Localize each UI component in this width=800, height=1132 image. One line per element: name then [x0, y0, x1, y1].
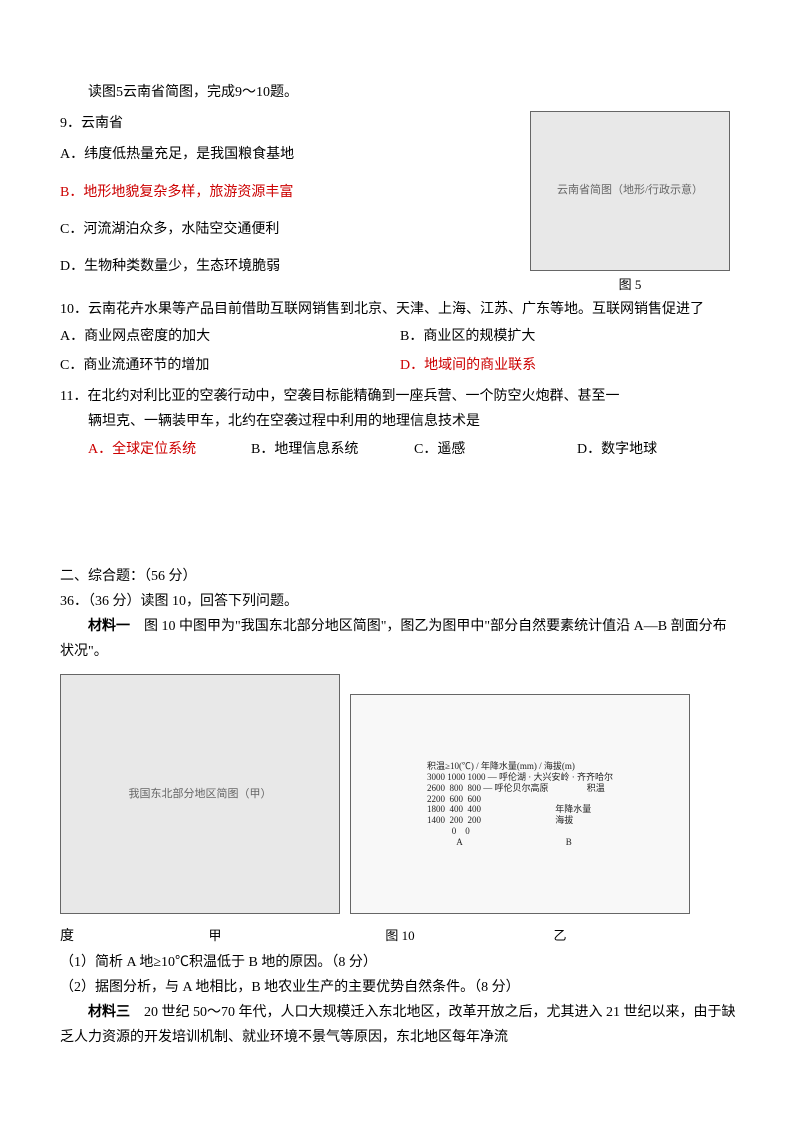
q11-option-b: B．地理信息系统	[251, 435, 414, 464]
q10-title: 10．云南花卉水果等产品目前借助互联网销售到北京、天津、上海、江苏、广东等地。互…	[60, 297, 740, 322]
section2-title: 二、综合题：（56 分）	[60, 564, 740, 589]
du-char: 度	[60, 924, 90, 949]
q10-option-d: D．地域间的商业联系	[400, 351, 740, 380]
figure-yi-caption: 乙	[460, 924, 660, 949]
section2: 二、综合题：（56 分） 36．（36 分）读图 10，回答下列问题。 材料一 …	[60, 564, 740, 1051]
figure-jia-wrapper: 我国东北部分地区简图（甲）	[60, 674, 340, 914]
q9-block: 9．云南省 A．纬度低热量充足，是我国粮食基地 B．地形地貌复杂多样，旅游资源丰…	[60, 111, 740, 296]
figure10-row: 我国东北部分地区简图（甲） 积温≥10(℃) / 年降水量(mm) / 海拔(m…	[60, 674, 740, 914]
q11-line1: 11．在北约对利比亚的空袭行动中，空袭目标能精确到一座兵营、一个防空火炮群、甚至…	[60, 384, 740, 409]
q9-title: 9．云南省	[60, 111, 520, 136]
q10-option-a: A．商业网点密度的加大	[60, 322, 400, 351]
figure-jia-caption: 甲	[90, 924, 340, 949]
material1: 材料一 图 10 中图甲为"我国东北部分地区简图"，图乙为图甲中"部分自然要素统…	[60, 614, 740, 664]
figure5-label: 图 5	[520, 273, 740, 296]
q11-options: A．全球定位系统 B．地理信息系统 C．遥感 D．数字地球	[60, 435, 740, 464]
figure5-column: 云南省简图（地形/行政示意） 图 5	[520, 111, 740, 296]
q36-sub2: （2）据图分析，与 A 地相比，B 地农业生产的主要优势自然条件。（8 分）	[60, 975, 740, 1000]
q10-option-b: B．商业区的规模扩大	[400, 322, 740, 351]
material3-text: 20 世纪 50～70 年代，人口大规模迁入东北地区，改革开放之后，尤其进入 2…	[60, 1005, 736, 1045]
q11-line2: 辆坦克、一辆装甲车，北约在空袭过程中利用的地理信息技术是	[60, 409, 740, 434]
figure5-map: 云南省简图（地形/行政示意）	[530, 111, 730, 271]
q9-text-column: 9．云南省 A．纬度低热量充足，是我国粮食基地 B．地形地貌复杂多样，旅游资源丰…	[60, 111, 520, 285]
figure10-captions: 度 甲 图 10 乙	[60, 924, 740, 949]
figure-yi-chart: 积温≥10(℃) / 年降水量(mm) / 海拔(m) 3000 1000 10…	[350, 694, 690, 914]
q36-sub1: （1）简析 A 地≥10℃积温低于 B 地的原因。（8 分）	[60, 950, 740, 975]
q10-block: 10．云南花卉水果等产品目前借助互联网销售到北京、天津、上海、江苏、广东等地。互…	[60, 297, 740, 381]
figure-yi-wrapper: 积温≥10(℃) / 年降水量(mm) / 海拔(m) 3000 1000 10…	[350, 694, 690, 914]
q9-options: A．纬度低热量充足，是我国粮食基地 B．地形地貌复杂多样，旅游资源丰富 C．河流…	[60, 136, 520, 285]
figure10-label: 图 10	[340, 924, 460, 949]
figure-yi-chart-desc: 积温≥10(℃) / 年降水量(mm) / 海拔(m) 3000 1000 10…	[421, 755, 619, 853]
material3: 材料三 20 世纪 50～70 年代，人口大规模迁入东北地区，改革开放之后，尤其…	[60, 1000, 740, 1050]
figure-jia-map: 我国东北部分地区简图（甲）	[60, 674, 340, 914]
material1-text: 图 10 中图甲为"我国东北部分地区简图"，图乙为图甲中"部分自然要素统计值沿 …	[60, 619, 727, 659]
material1-label: 材料一	[88, 619, 130, 634]
q11-option-c: C．遥感	[414, 435, 577, 464]
q10-options: A．商业网点密度的加大 B．商业区的规模扩大 C．商业流通环节的增加 D．地域间…	[60, 322, 740, 380]
q11-block: 11．在北约对利比亚的空袭行动中，空袭目标能精确到一座兵营、一个防空火炮群、甚至…	[60, 384, 740, 464]
material3-label: 材料三	[88, 1005, 130, 1020]
q36-title: 36．（36 分）读图 10，回答下列问题。	[60, 589, 740, 614]
q9-option-b: B．地形地貌复杂多样，旅游资源丰富	[60, 174, 520, 211]
q10-option-c: C．商业流通环节的增加	[60, 351, 400, 380]
q9-option-a: A．纬度低热量充足，是我国粮食基地	[60, 136, 520, 173]
q11-option-a: A．全球定位系统	[88, 435, 251, 464]
q11-option-d: D．数字地球	[577, 435, 740, 464]
q9-option-c: C．河流湖泊众多，水陆空交通便利	[60, 211, 520, 248]
q9-10-intro: 读图5云南省简图，完成9～10题。	[60, 80, 740, 105]
q9-option-d: D．生物种类数量少，生态环境脆弱	[60, 248, 520, 285]
